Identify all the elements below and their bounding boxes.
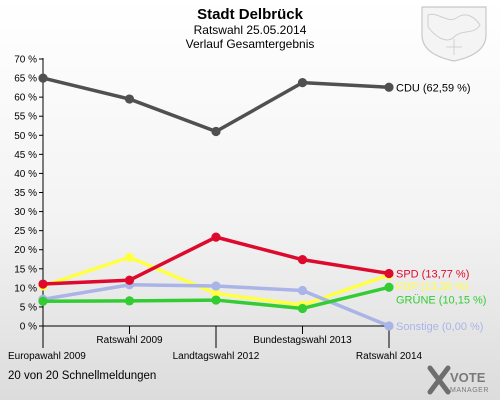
data-point-sonstige — [384, 321, 394, 331]
data-point-sonstige — [297, 285, 308, 296]
series-label-sonstige: Sonstige (0,00 %) — [396, 321, 483, 333]
data-point-grüne — [297, 303, 308, 314]
data-point-spd — [38, 279, 48, 289]
data-point-spd — [124, 275, 135, 285]
vote-manager-logo: VOTE MANAGER — [427, 365, 489, 395]
x-tick-labels: Europawahl 2009 Ratswahl 2009 Landtagswahl… — [8, 335, 423, 362]
y-tick-label: 65 % — [14, 74, 37, 85]
data-point-grüne — [124, 296, 135, 306]
data-point-spd — [211, 232, 221, 242]
y-tick-label: 40 % — [14, 169, 37, 180]
series-group — [38, 73, 394, 331]
vote-x-icon — [427, 365, 451, 395]
series-line-spd — [42, 235, 390, 286]
footer-text: 20 von 20 Schnellmeldungen — [8, 370, 156, 382]
y-tick-label: 35 % — [14, 188, 37, 199]
y-tick-label: 15 % — [14, 264, 37, 275]
data-point-grüne — [211, 295, 221, 305]
data-point-spd — [297, 255, 308, 265]
y-tick-label: 50 % — [14, 131, 37, 142]
y-tick-label: 60 % — [14, 93, 37, 104]
coat-of-arms-icon — [421, 6, 487, 62]
data-point-cdu — [38, 73, 48, 83]
data-point-fdp — [211, 288, 221, 299]
data-point-cdu — [384, 82, 394, 92]
y-tick-label: 70 % — [14, 55, 37, 66]
data-point-spd — [384, 268, 394, 279]
y-tick-label: 0 % — [20, 322, 37, 333]
logo-line-2: MANAGER — [450, 387, 489, 394]
y-tick-label: 55 % — [14, 112, 37, 123]
series-label-grüne: GRÜNE (10,15 %) — [396, 294, 486, 306]
x-tick-label: Europawahl 2009 — [8, 351, 86, 362]
data-point-cdu — [297, 78, 308, 88]
x-tick-label: Ratswahl 2009 — [96, 335, 163, 346]
y-tick-label: 10 % — [14, 283, 37, 294]
y-tick-label: 5 % — [20, 302, 37, 313]
x-tick-label: Bundestagswahl 2013 — [253, 335, 352, 346]
y-tick-label: 30 % — [14, 207, 37, 218]
y-tick-label: 20 % — [14, 245, 37, 256]
y-tick-label: 45 % — [14, 150, 37, 161]
y-tick-label: 25 % — [14, 226, 37, 237]
data-point-cdu — [211, 126, 221, 137]
series-label-spd: SPD (13,77 %) — [396, 268, 469, 280]
series-label-fdp: FDP (13,38 %) — [396, 281, 469, 293]
data-point-fdp — [124, 252, 135, 262]
y-tick-labels: 0 % 5 % 10 % 15 % 20 % 25 % 30 % 35 % 40 % 45 % 50… — [14, 55, 37, 333]
chart-subtitle-2: Verlauf Gesamtergebnis — [186, 37, 315, 51]
series-line-cdu — [42, 76, 390, 134]
series-label-cdu: CDU (62,59 %) — [396, 82, 471, 94]
series-labels: CDU (62,59 %) FDP (13,38 %) Sonstige (0,00… — [396, 82, 486, 333]
chart-title: Stadt Delbrück — [197, 6, 304, 23]
chart-subtitle-1: Ratswahl 25.05.2014 — [194, 23, 307, 37]
data-point-grüne — [384, 282, 394, 292]
data-point-grüne — [38, 296, 48, 306]
x-tick-label: Ratswahl 2014 — [356, 351, 423, 362]
logo-line-1: VOTE — [450, 370, 486, 385]
data-point-cdu — [124, 94, 135, 104]
data-point-sonstige — [211, 281, 221, 291]
x-tick-label: Landtagswahl 2012 — [173, 351, 260, 362]
